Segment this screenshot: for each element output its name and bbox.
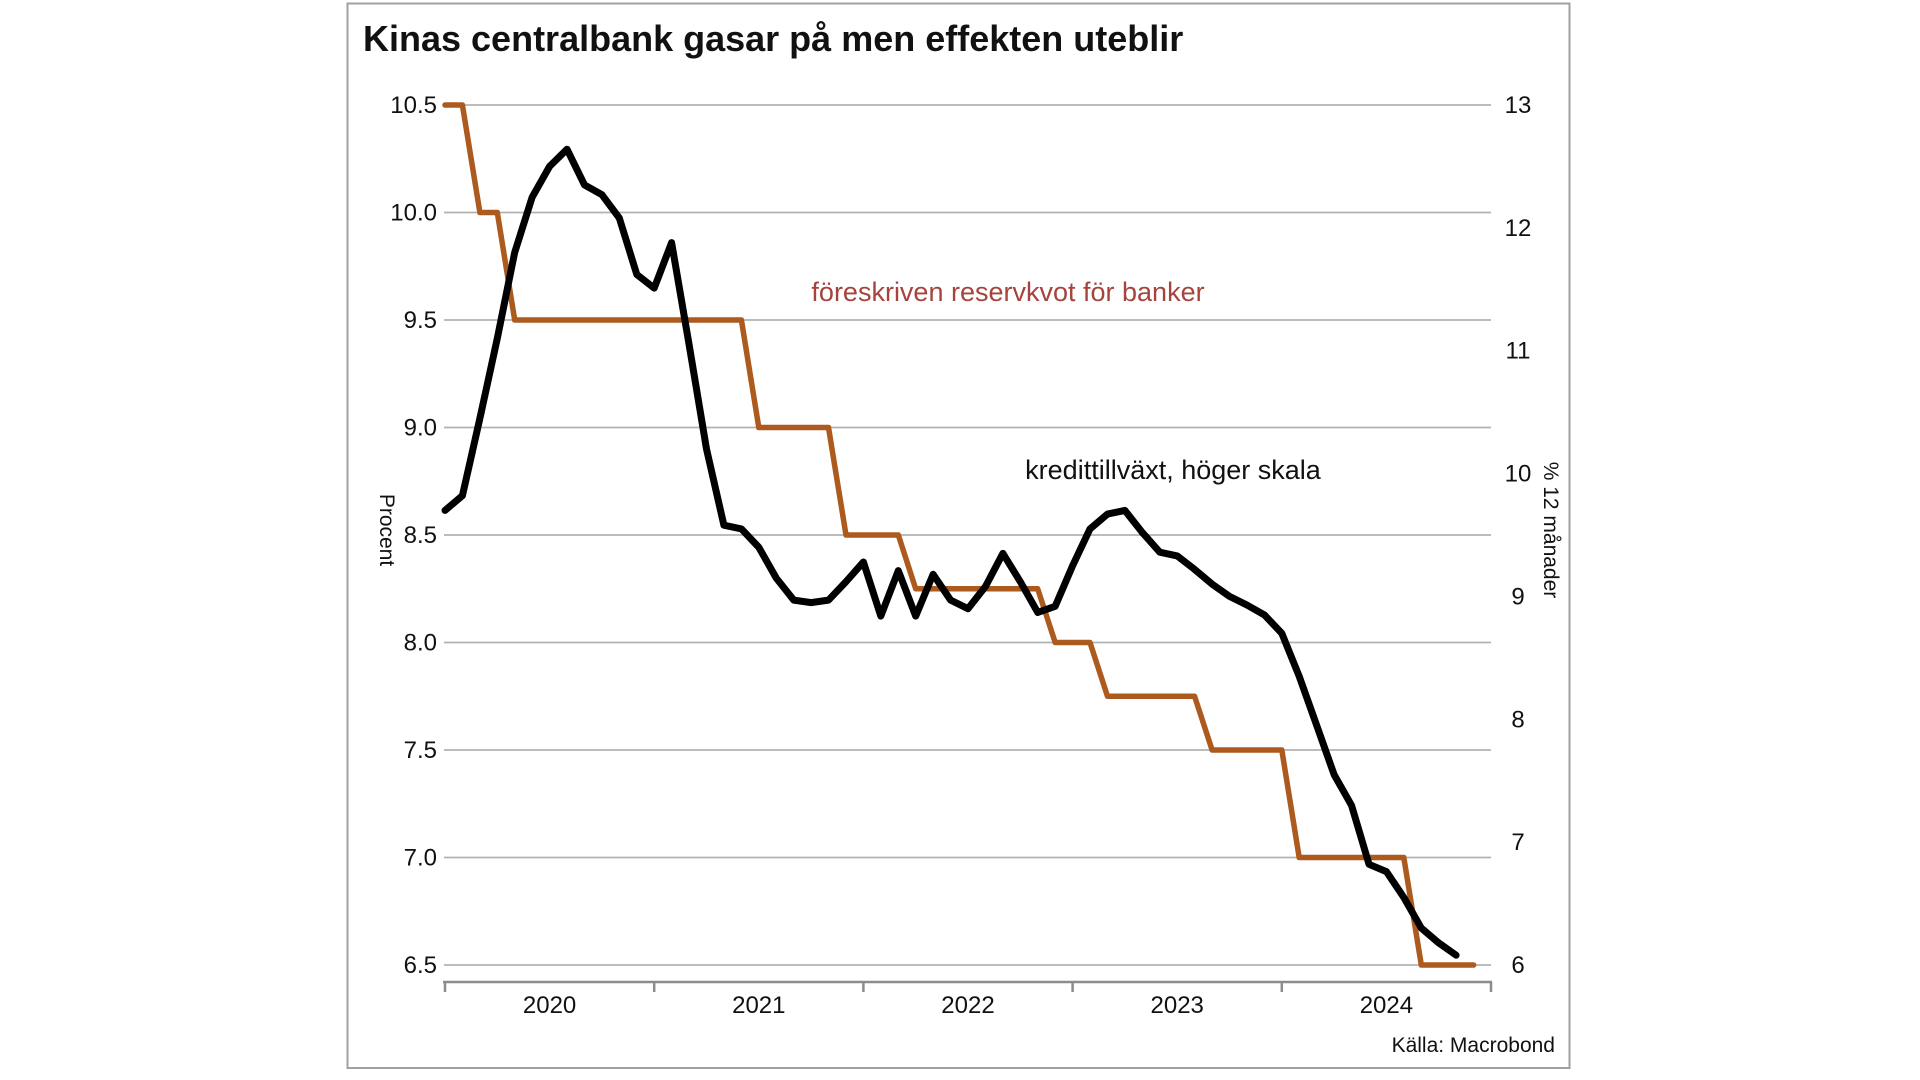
series-label-credit-growth: kredittillväxt, höger skala [1025,455,1322,485]
y-axis-title-left: Procent [375,494,398,567]
y-left-tick-label-10.0: 10.0 [390,200,437,227]
source-label: Källa: Macrobond [1392,1034,1555,1057]
series-line-credit-growth [441,145,1460,959]
series-label-reserve-ratio: föreskriven reservkvot för banker [811,277,1204,307]
x-tick-label-2020: 2020 [523,992,576,1019]
x-tick-label-2022: 2022 [941,992,994,1019]
chart-title: Kinas centralbank gasar på men effekten … [363,18,1183,59]
y-right-tick-label-10: 10 [1505,461,1532,488]
y-right-tick-label-8: 8 [1511,706,1524,733]
plot-area: 10.5 10.0 9.5 9.0 8.5 8.0 7.5 7.0 6.5 13 12 11 10 9 8 7… [390,92,1531,1019]
y-right-tick-label-9: 9 [1511,583,1524,610]
y-right-tick-label-6: 6 [1511,952,1524,979]
y-left-tick-label-7.0: 7.0 [404,845,437,872]
y-left-tick-label-8.0: 8.0 [404,630,437,657]
y-left-tick-label-7.5: 7.5 [404,737,437,764]
y-left-tick-label-6.5: 6.5 [404,952,437,979]
y-right-tick-label-13: 13 [1505,92,1532,119]
x-tick-label-2023: 2023 [1151,992,1204,1019]
y-right-tick-label-7: 7 [1511,829,1524,856]
y-left-tick-label-10.5: 10.5 [390,92,437,119]
y-left-tick-label-9.5: 9.5 [404,307,437,334]
y-right-tick-label-11: 11 [1506,338,1531,365]
x-tick-label-2024: 2024 [1360,992,1413,1019]
y-left-tick-label-8.5: 8.5 [404,522,437,549]
y-left-tick-label-9.0: 9.0 [404,415,437,442]
y-right-tick-label-12: 12 [1505,215,1532,242]
series-line-reserve-ratio [442,102,1477,968]
y-axis-title-right: % 12 månader [1539,462,1562,599]
x-tick-label-2021: 2021 [732,992,785,1019]
